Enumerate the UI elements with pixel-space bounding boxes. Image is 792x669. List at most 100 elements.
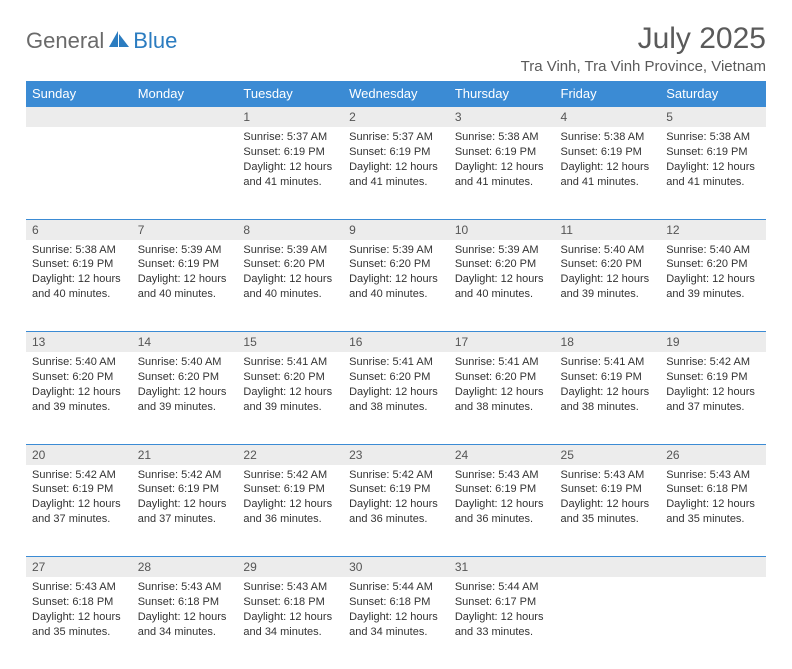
sunset-line: Sunset: 6:19 PM	[561, 146, 642, 158]
sunset-line: Sunset: 6:20 PM	[32, 371, 113, 383]
location-subtitle: Tra Vinh, Tra Vinh Province, Vietnam	[521, 58, 766, 75]
day-data-cell: Sunrise: 5:39 AMSunset: 6:20 PMDaylight:…	[343, 240, 449, 332]
day-data-row: Sunrise: 5:37 AM Sunset: 6:19 PM Daylight:…	[26, 127, 766, 219]
day-data-cell: Sunrise: 5:39 AMSunset: 6:19 PMDaylight:…	[132, 240, 238, 332]
day-number-cell: 26	[660, 444, 766, 465]
sunset-line: Sunset: 6:19 PM	[455, 146, 536, 158]
day-data-cell: Sunrise: 5:41 AMSunset: 6:20 PMDaylight:…	[343, 352, 449, 444]
sunset-line: Sunset: 6:19 PM	[138, 258, 219, 270]
day-number-cell: 6	[26, 219, 132, 240]
day-number-cell: 15	[237, 332, 343, 353]
daylight-line: Daylight: 12 hours and 39 minutes.	[243, 386, 332, 413]
day-number-cell: 19	[660, 332, 766, 353]
day-detail: Sunrise: 5:43 AMSunset: 6:18 PMDaylight:…	[237, 577, 343, 645]
sunset-line: Sunset: 6:17 PM	[455, 596, 536, 608]
sunrise-line: Sunrise: 5:43 AM	[561, 469, 645, 481]
sunset-line: Sunset: 6:19 PM	[455, 483, 536, 495]
day-detail: Sunrise: 5:43 AM Sunset: 6:18 PM Daylight:…	[132, 577, 238, 645]
day-detail: Sunrise: 5:43 AMSunset: 6:19 PMDaylight:…	[449, 465, 555, 533]
day-detail: Sunrise: 5:42 AMSunset: 6:19 PMDaylight:…	[237, 465, 343, 533]
day-detail: Sunrise: 5:38 AMSunset: 6:19 PMDaylight:…	[26, 240, 132, 308]
sunrise-line: Sunrise: 5:41 AM	[243, 356, 327, 368]
sunset-line: Sunset: 6:18 PM	[138, 596, 219, 608]
sunrise-line: Sunrise: 5:41 AM	[349, 356, 433, 368]
day-number-cell: 4	[555, 107, 661, 128]
day-number-cell: 27	[26, 557, 132, 578]
daylight-line: Daylight: 12 hours and 33 minutes.	[455, 611, 544, 638]
day-number-cell: 20	[26, 444, 132, 465]
day-detail: Sunrise: 5:42 AMSunset: 6:19 PMDaylight:…	[343, 465, 449, 533]
daylight-line: Daylight: 12 hours and 41 minutes.	[666, 161, 755, 188]
brand-sail-icon	[108, 30, 130, 53]
day-data-cell: Sunrise: 5:43 AMSunset: 6:19 PMDaylight:…	[449, 465, 555, 557]
day-detail: Sunrise: 5:40 AMSunset: 6:20 PMDaylight:…	[26, 352, 132, 420]
day-number-cell: 21	[132, 444, 238, 465]
day-number-row: 13141516171819	[26, 332, 766, 353]
daylight-line: Daylight: 12 hours and 35 minutes.	[666, 498, 755, 525]
sunrise-line: Sunrise: 5:41 AM	[561, 356, 645, 368]
day-number-cell: 24	[449, 444, 555, 465]
day-detail: Sunrise: 5:42 AMSunset: 6:19 PMDaylight:…	[132, 465, 238, 533]
sunrise-line: Sunrise: 5:43 AM	[138, 581, 222, 593]
day-number-row: 20212223242526	[26, 444, 766, 465]
day-data-cell: Sunrise: 5:38 AMSunset: 6:19 PMDaylight:…	[26, 240, 132, 332]
day-data-cell: Sunrise: 5:43 AM Sunset: 6:18 PM Daylight:…	[132, 577, 238, 669]
daylight-line: Daylight: 12 hours and 35 minutes.	[561, 498, 650, 525]
day-detail: Sunrise: 5:40 AMSunset: 6:20 PMDaylight:…	[660, 240, 766, 308]
weekday-header: Wednesday	[343, 81, 449, 107]
sunset-line: Sunset: 6:20 PM	[666, 258, 747, 270]
day-detail: Sunrise: 5:41 AMSunset: 6:20 PMDaylight:…	[237, 352, 343, 420]
calendar-body: 12345Sunrise: 5:37 AMSunset: 6:19 PMDayl…	[26, 107, 766, 669]
day-detail: Sunrise: 5:37 AMSunset: 6:19 PMDaylight:…	[343, 127, 449, 195]
day-data-cell: Sunrise: 5:41 AMSunset: 6:20 PMDaylight:…	[449, 352, 555, 444]
page-header: General Blue July 2025 Tra Vinh, Tra Vin…	[26, 22, 766, 75]
sunrise-line: Sunrise: 5:42 AM	[243, 469, 327, 481]
sunrise-line: Sunrise: 5:39 AM	[455, 244, 539, 256]
day-data-cell: Sunrise: 5:44 AMSunset: 6:18 PMDaylight:…	[343, 577, 449, 669]
day-data-cell: Sunrise: 5:43 AM Sunset: 6:19 PM Daylight:…	[555, 465, 661, 557]
day-data-cell: Sunrise: 5:40 AMSunset: 6:20 PMDaylight:…	[555, 240, 661, 332]
day-number-cell: 10	[449, 219, 555, 240]
weekday-header: Monday	[132, 81, 238, 107]
day-detail: Sunrise: 5:40 AMSunset: 6:20 PMDaylight:…	[132, 352, 238, 420]
day-number-cell: 5	[660, 107, 766, 128]
day-data-cell: Sunrise: 5:40 AMSunset: 6:20 PMDaylight:…	[660, 240, 766, 332]
day-detail: Sunrise: 5:42 AMSunset: 6:19 PMDaylight:…	[660, 352, 766, 420]
day-detail: Sunrise: 5:44 AMSunset: 6:18 PMDaylight:…	[343, 577, 449, 645]
day-data-cell: Sunrise: 5:42 AMSunset: 6:19 PMDaylight:…	[26, 465, 132, 557]
day-number-cell: 16	[343, 332, 449, 353]
day-detail: Sunrise: 5:43 AM Sunset: 6:18 PM Daylight:…	[660, 465, 766, 533]
sunset-line: Sunset: 6:18 PM	[243, 596, 324, 608]
sunrise-line: Sunrise: 5:44 AM	[455, 581, 539, 593]
day-number-cell: 3	[449, 107, 555, 128]
day-number-cell: 29	[237, 557, 343, 578]
daylight-line: Daylight: 12 hours and 34 minutes.	[138, 611, 227, 638]
brand-logo: General Blue	[26, 28, 177, 54]
sunset-line: Sunset: 6:18 PM	[349, 596, 430, 608]
sunset-line: Sunset: 6:19 PM	[561, 483, 642, 495]
weekday-header: Sunday	[26, 81, 132, 107]
day-number-cell: 2	[343, 107, 449, 128]
weekday-header: Tuesday	[237, 81, 343, 107]
day-data-cell: Sunrise: 5:42 AMSunset: 6:19 PMDaylight:…	[237, 465, 343, 557]
sunset-line: Sunset: 6:19 PM	[561, 371, 642, 383]
sunrise-line: Sunrise: 5:37 AM	[243, 131, 327, 143]
sunrise-line: Sunrise: 5:43 AM	[666, 469, 750, 481]
day-data-row: Sunrise: 5:40 AMSunset: 6:20 PMDaylight:…	[26, 352, 766, 444]
sunset-line: Sunset: 6:18 PM	[666, 483, 747, 495]
day-data-cell: Sunrise: 5:38 AMSunset: 6:19 PMDaylight:…	[660, 127, 766, 219]
day-detail: Sunrise: 5:38 AMSunset: 6:19 PMDaylight:…	[660, 127, 766, 195]
day-detail: Sunrise: 5:41 AMSunset: 6:19 PMDaylight:…	[555, 352, 661, 420]
sunrise-line: Sunrise: 5:43 AM	[243, 581, 327, 593]
daylight-line: Daylight: 12 hours and 40 minutes.	[349, 273, 438, 300]
daylight-line: Daylight: 12 hours and 39 minutes.	[32, 386, 121, 413]
sunrise-line: Sunrise: 5:39 AM	[138, 244, 222, 256]
day-number-cell: 18	[555, 332, 661, 353]
daylight-line: Daylight: 12 hours and 34 minutes.	[349, 611, 438, 638]
day-data-row: Sunrise: 5:38 AMSunset: 6:19 PMDaylight:…	[26, 240, 766, 332]
daylight-line: Daylight: 12 hours and 37 minutes.	[666, 386, 755, 413]
sunset-line: Sunset: 6:20 PM	[455, 371, 536, 383]
day-data-cell: Sunrise: 5:42 AMSunset: 6:19 PMDaylight:…	[343, 465, 449, 557]
daylight-line: Daylight: 12 hours and 40 minutes.	[455, 273, 544, 300]
day-number-cell	[132, 107, 238, 128]
